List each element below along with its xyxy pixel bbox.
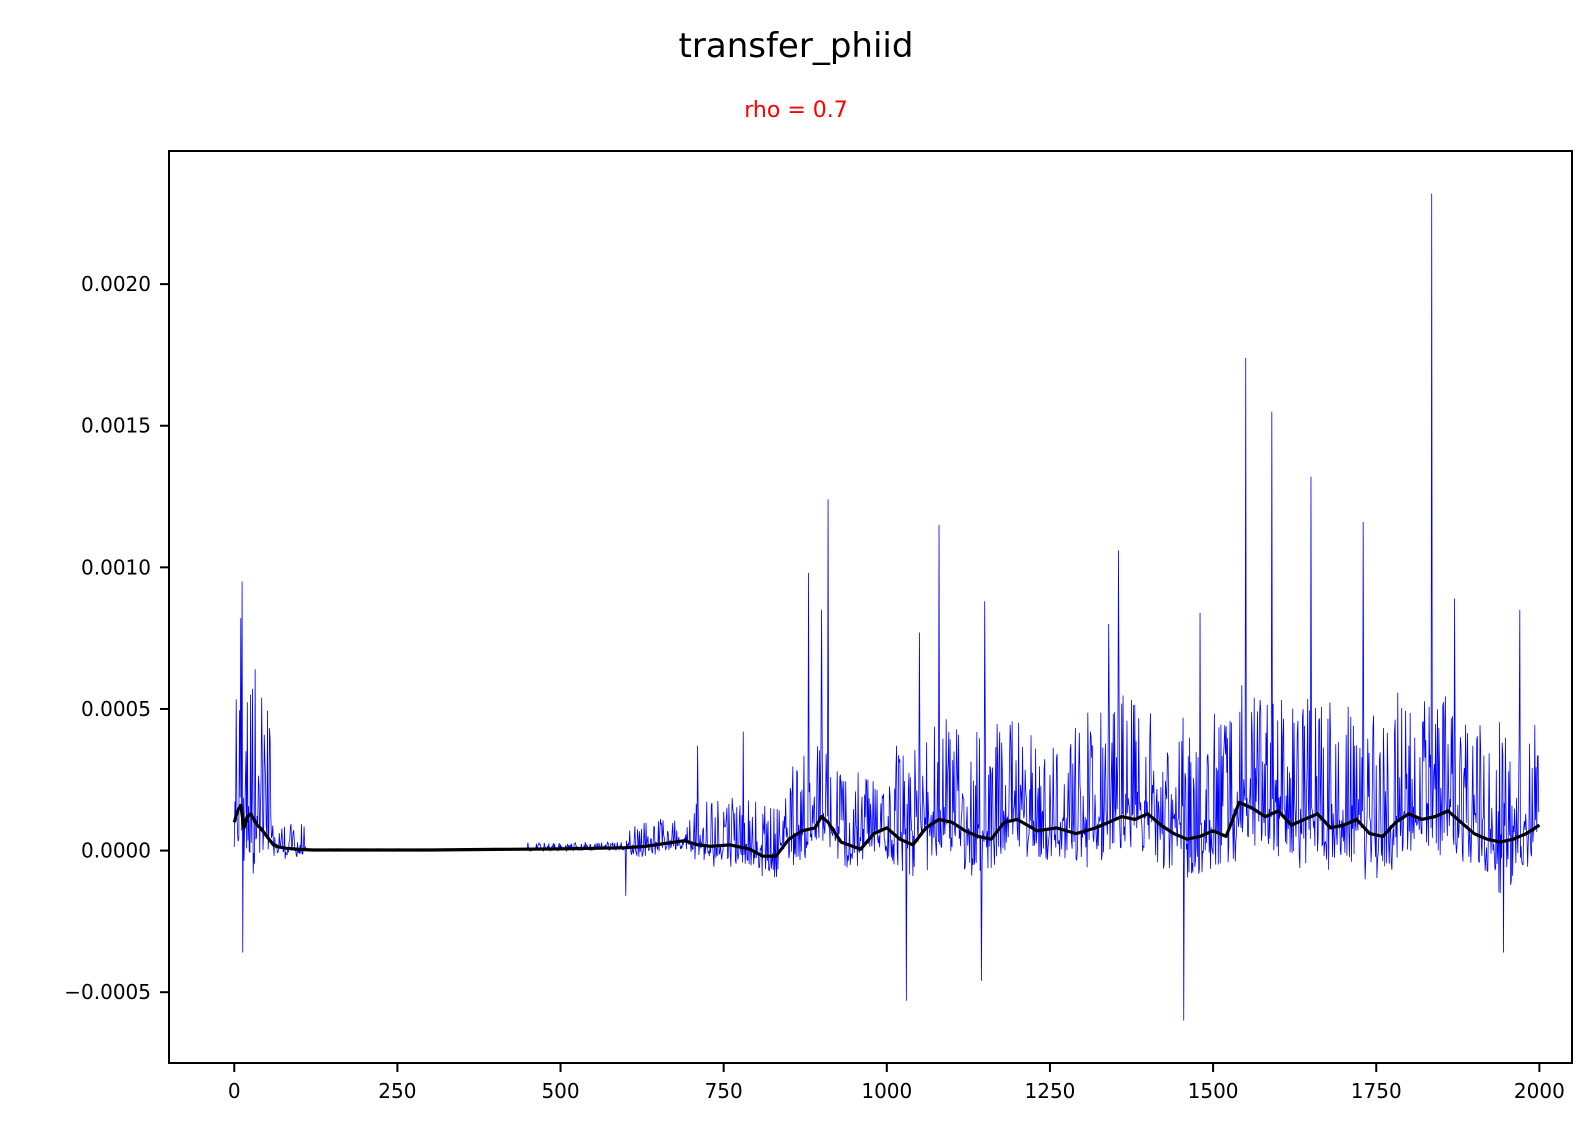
y-axis: −0.0005 0.0000 0.0005 0.0010 0.0015 0.0020 xyxy=(64,272,169,1004)
x-tick-label: 1500 xyxy=(1188,1079,1239,1103)
raw-line xyxy=(233,193,1540,1021)
chart-title: transfer_phiid xyxy=(678,26,914,66)
x-tick-label: 1250 xyxy=(1025,1079,1076,1103)
x-tick-label: 1000 xyxy=(861,1079,912,1103)
raw-series xyxy=(233,193,1540,1021)
y-tick-label: 0.0000 xyxy=(81,839,151,863)
x-tick-label: 0 xyxy=(228,1079,241,1103)
x-tick-label: 1750 xyxy=(1351,1079,1402,1103)
y-tick-label: 0.0005 xyxy=(81,697,151,721)
y-tick-label: 0.0010 xyxy=(81,555,151,579)
smoothed-series xyxy=(232,800,1541,858)
x-tick-label: 2000 xyxy=(1514,1079,1565,1103)
plot-frame xyxy=(168,150,1573,1064)
y-tick-label: 0.0015 xyxy=(81,414,151,438)
x-tick-label: 750 xyxy=(705,1079,743,1103)
y-tick-label: −0.0005 xyxy=(64,980,151,1004)
x-tick-label: 500 xyxy=(541,1079,579,1103)
x-axis: 0 250 500 750 1000 1250 1500 1750 2000 xyxy=(228,1063,1565,1103)
x-tick-label: 250 xyxy=(378,1079,416,1103)
smoothed-line xyxy=(232,800,1541,858)
y-tick-label: 0.0020 xyxy=(81,272,151,296)
chart-subtitle: rho = 0.7 xyxy=(744,98,848,123)
